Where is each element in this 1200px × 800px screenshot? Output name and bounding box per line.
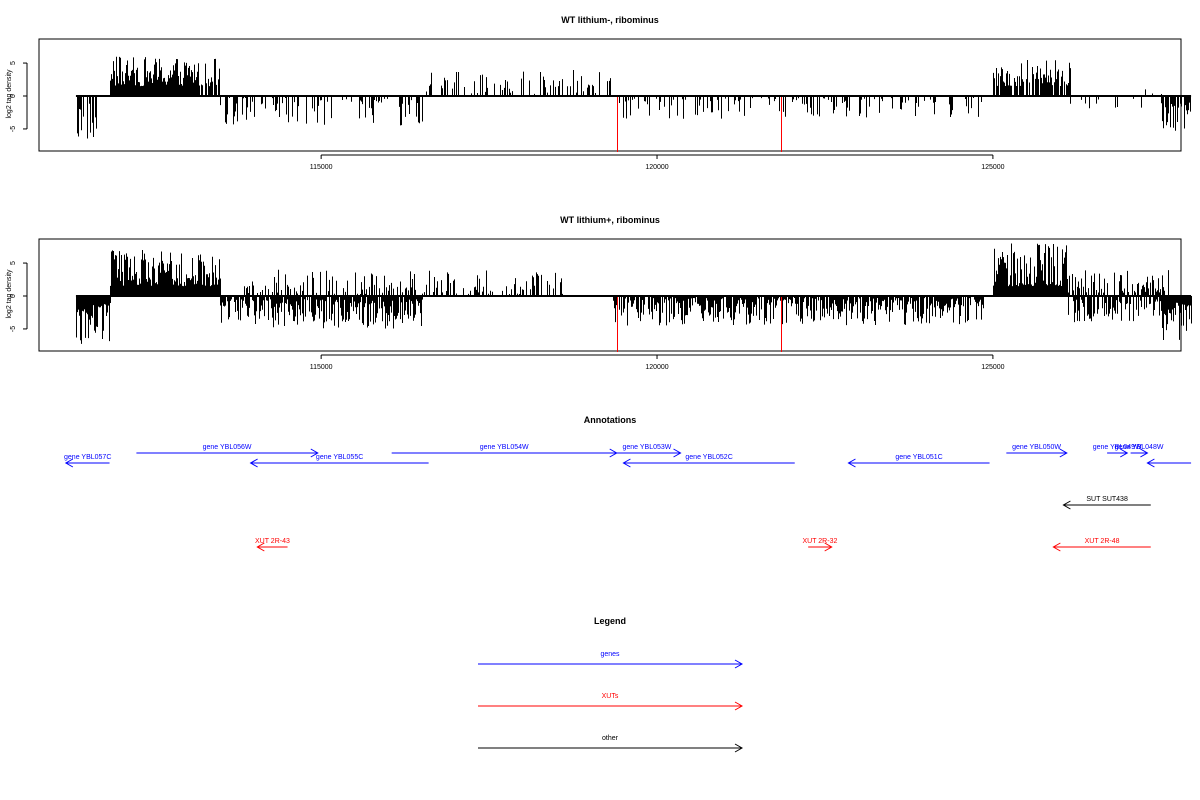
annotation-label: XUT 2R-48 [1085,538,1120,545]
arrow-head [1140,448,1149,458]
annotation-genes: gene YBL049W [1093,444,1142,458]
arrow-head [64,458,74,468]
annotation-label: gene YBL050W [1012,444,1061,451]
legend-item-genes: genes [478,651,744,669]
x-tick-label: 125000 [981,364,1004,371]
annotation-label: gene YBL051C [895,454,942,461]
arrow-head [1146,458,1155,468]
legend-item-other: other [478,735,744,753]
x-tick-label: 120000 [645,164,668,171]
annotation-genes: gene YBL057C [64,454,111,468]
x-tick-label: 115000 [310,164,333,171]
annotation-genes: gene YBL056W [136,444,319,458]
annotation-genes: gene YBL052C [622,454,795,468]
x-tick-label: 115000 [310,364,333,371]
y-axis-label: log2 tag density [6,269,13,319]
annotation-label: gene YBL053W [622,444,671,451]
arrow-head [734,701,744,711]
annotations-title: Annotations [584,415,637,425]
annotation-genes: gene YBL055C [249,454,429,468]
legend-label: XUTs [602,693,619,700]
arrow-head [734,659,744,669]
annotation-xuts: XUT 2R-48 [1052,538,1151,552]
plot-title: WT lithium+, ribominus [560,215,660,225]
arrow-head [622,458,631,468]
plot-panel-lithium-plus: WT lithium+, ribominus log2 tag density … [6,215,1192,371]
y-tick-label: 5 [10,261,17,265]
plot-panel-lithium-minus: WT lithium-, ribominus log2 tag density … [6,15,1192,171]
plot-title: WT lithium-, ribominus [561,15,659,25]
arrow-head [847,458,856,468]
y-tick-label: 0 [10,94,17,98]
y-tick-label: -5 [10,326,17,332]
annotation-genes: gene YBL053W [613,444,682,458]
legend-item-xuts: XUTs [478,693,744,711]
annotation-label: gene YBL052C [685,454,732,461]
arrow-head [734,743,744,753]
arrow-head [310,448,319,458]
y-tick-label: -5 [10,126,17,132]
annotation-xuts: XUT 2R-43 [255,538,290,552]
arrow-head [1120,448,1129,458]
annotation-genes: gene YBL054W [391,444,618,458]
signal-bars [76,243,1192,344]
legend-label: other [602,735,619,742]
arrow-head [256,542,265,552]
annotation-label: gene YBL049W [1093,444,1142,451]
legend: Legend genes XUTs other [478,616,744,753]
annotation-genes: gene YBL051C [847,454,990,468]
y-tick-label: 5 [10,61,17,65]
annotation-label: gene YBL055C [316,454,363,461]
arrow-head [1052,542,1061,552]
annotation-genes [1146,458,1192,468]
annotation-other: SUT SUT438 [1062,496,1151,510]
arrow-head [1062,500,1071,510]
x-tick-label: 125000 [981,164,1004,171]
arrow-head [673,448,682,458]
arrow-head [824,542,833,552]
annotation-label: gene YBL056W [203,444,252,451]
annotation-label: SUT SUT438 [1086,496,1128,503]
y-axis-label: log2 tag density [6,69,13,119]
annotation-label: XUT 2R-32 [802,538,837,545]
signal-bars [77,56,1191,139]
annotation-label: gene YBL048W [1115,444,1164,451]
x-tick-label: 120000 [645,364,668,371]
legend-label: genes [600,651,620,658]
annotation-genes: gene YBL048W [1115,444,1164,458]
arrow-head [249,458,258,468]
y-tick-label: 0 [10,294,17,298]
annotations-track: Annotations gene YBL057C gene YBL056W gene… [64,415,1192,552]
annotation-label: XUT 2R-43 [255,538,290,545]
legend-title: Legend [594,616,626,626]
annotation-label: gene YBL054W [480,444,529,451]
annotation-label: gene YBL057C [64,454,111,461]
annotation-genes: gene YBL050W [1006,444,1068,458]
arrow-head [1059,448,1068,458]
annotation-xuts: XUT 2R-32 [802,538,837,552]
